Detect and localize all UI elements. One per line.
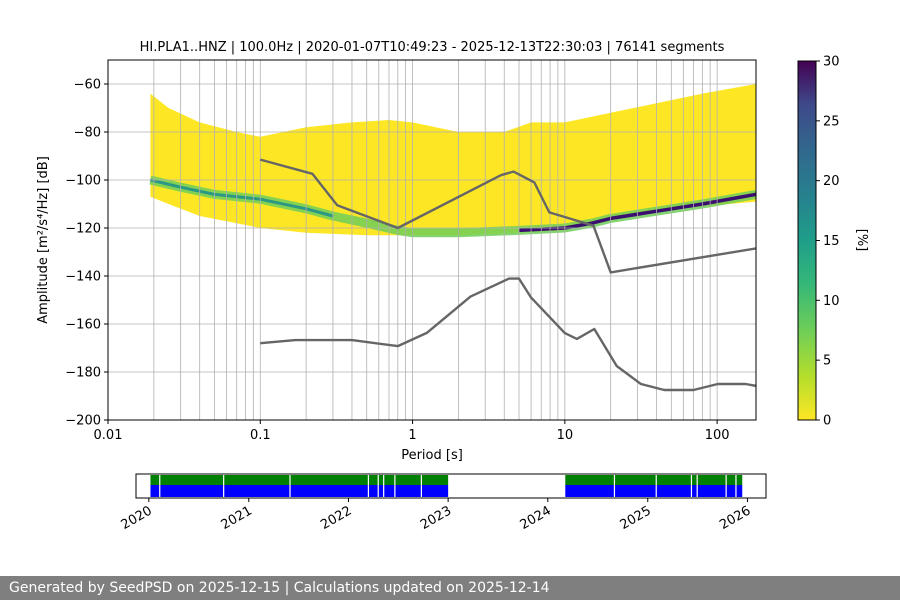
colorbar-tick-label: 30 <box>823 55 840 70</box>
chart-title: HI.PLA1..HNZ | 100.0Hz | 2020-01-07T10:4… <box>140 40 725 55</box>
colorbar-ticks: 0 5 10 15 20 25 30 <box>816 55 840 429</box>
year-tick-label: 2022 <box>318 503 354 533</box>
figure-canvas: HI.PLA1..HNZ | 100.0Hz | 2020-01-07T10:4… <box>36 40 869 533</box>
x-tick-label: 100 <box>705 428 730 443</box>
colorbar-label: [%] <box>854 229 869 252</box>
y-tick-label: −200 <box>65 414 101 429</box>
x-tick-label: 0.1 <box>250 428 271 443</box>
plot-frame <box>107 59 757 421</box>
y-tick-label: −160 <box>65 318 101 333</box>
upper-noise-model <box>259 158 756 274</box>
availability-timeline: 2020 2021 2022 2023 2024 2025 2026 <box>119 473 767 533</box>
availability-data-block <box>565 485 743 497</box>
psd-plot-area <box>149 84 756 238</box>
availability-gap-free-block <box>565 475 743 485</box>
footer-bar: Generated by SeedPSD on 2025-12-15 | Cal… <box>0 576 900 600</box>
x-axis-ticks: 0.01 0.1 1 10 100 <box>94 420 730 443</box>
availability-gap-free-block <box>150 475 449 485</box>
colorbar-tick-label: 25 <box>823 114 840 129</box>
y-tick-label: −120 <box>65 222 101 237</box>
psd-density-envelope <box>150 84 756 236</box>
footer-text: Generated by SeedPSD on 2025-12-15 | Cal… <box>9 580 550 596</box>
year-tick-label: 2026 <box>717 503 753 533</box>
lower-noise-model <box>260 277 756 392</box>
noise-model-lines <box>259 158 756 392</box>
availability-data-block <box>150 485 449 497</box>
year-tick-label: 2023 <box>418 503 454 533</box>
colorbar-tick-label: 10 <box>823 294 840 309</box>
plot-grid <box>108 60 756 421</box>
x-axis-label: Period [s] <box>401 448 463 463</box>
colorbar-tick-label: 20 <box>823 174 840 189</box>
y-tick-label: −180 <box>65 366 101 381</box>
availability-blocks <box>150 475 743 497</box>
x-tick-label: 0.01 <box>94 428 123 443</box>
colorbar: 0 5 10 15 20 25 30 [%] <box>797 55 869 429</box>
y-tick-label: −100 <box>65 174 101 189</box>
year-tick-label: 2025 <box>618 503 654 533</box>
colorbar-gradient <box>797 60 817 421</box>
x-tick-label: 1 <box>408 428 416 443</box>
colorbar-tick-label: 0 <box>823 414 831 429</box>
year-tick-label: 2020 <box>119 503 155 533</box>
colorbar-tick-label: 15 <box>823 234 840 249</box>
y-tick-label: −60 <box>74 78 101 93</box>
availability-frame <box>135 473 767 499</box>
colorbar-tick-label: 5 <box>823 354 831 369</box>
year-tick-label: 2024 <box>518 503 554 533</box>
y-tick-label: −140 <box>65 270 101 285</box>
psd-density-core <box>150 178 334 218</box>
availability-year-ticks: 2020 2021 2022 2023 2024 2025 2026 <box>119 498 753 533</box>
x-tick-label: 10 <box>557 428 574 443</box>
year-tick-label: 2021 <box>219 503 255 533</box>
y-axis-label: Amplitude [m²/s⁴/Hz] [dB] <box>36 156 51 324</box>
y-axis-ticks: −60 −80 −100 −120 −140 −160 −180 −200 <box>65 78 108 429</box>
y-tick-label: −80 <box>74 126 101 141</box>
